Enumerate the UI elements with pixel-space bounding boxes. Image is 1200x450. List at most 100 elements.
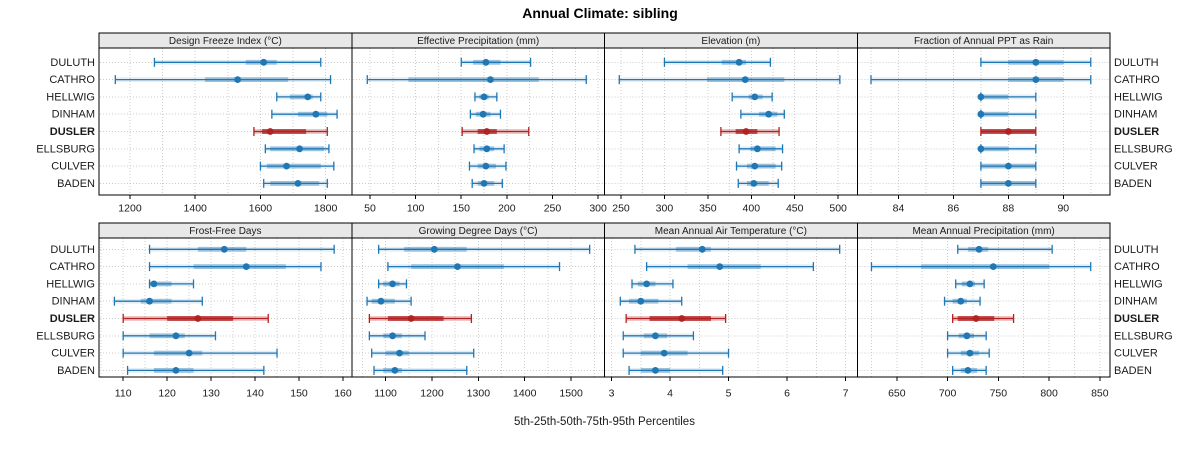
panel-title: Frost-Free Days [189,226,261,237]
percentile-bar-hellwig [955,279,985,289]
panel-border [98,47,353,196]
percentile-bar-ellsburg [946,331,987,341]
percentile-bar-duluth [980,57,1092,67]
station-label-right: DULUTH [1114,244,1159,256]
percentile-bar-baden [737,178,779,188]
axis-tick-label: 700 [939,388,957,400]
median-dot [753,145,761,153]
median-dot [283,162,290,170]
percentile-bar-cathro [618,75,841,85]
median-dot [735,58,743,66]
median-dot [975,245,983,253]
percentile-bar-cathro [114,75,332,85]
median-dot [194,315,202,322]
percentile-bar-cathro [148,262,322,272]
station-label-right: HELLWIG [1114,91,1163,103]
percentile-bar-duluth [957,244,1053,254]
percentile-bar-baden [980,178,1037,188]
axis-tick-label: 110 [115,388,132,400]
median-dot [482,162,490,170]
median-dot [652,332,659,340]
band-25-75 [408,77,539,82]
panel-border [98,237,353,378]
gridlines [352,238,604,377]
percentile-bar-culver [468,161,507,171]
median-dot [1032,58,1040,66]
percentile-bar-hellwig [148,279,195,289]
percentile-bar-culver [259,161,335,171]
band-25-75 [921,264,1050,269]
percentile-bar-duluth [634,244,841,254]
station-labels-bottom: DULUTH DULUTH CATHRO CATHRO HELLWIG HELLWIG DI… [36,244,1172,377]
percentile-bar-baden [126,365,265,375]
median-dot [479,110,487,118]
axis-tick-label: 850 [1091,388,1109,400]
percentile-bar-cathro [366,75,587,85]
panel-title: Growing Degree Days (°C) [419,226,538,237]
band-25-75 [687,264,761,269]
station-label-left: CULVER [51,348,95,360]
median-dot [716,263,724,270]
gridlines [352,48,604,195]
panel-title: Fraction of Annual PPT as Rain [914,36,1053,47]
median-dot [146,297,153,305]
percentile-bar-dusler [368,314,473,323]
station-label-left: HELLWIG [46,278,95,290]
panel-elevation-m: Elevation (m) 250 300 350 400 450 500 [604,32,858,215]
axis-tick-label: 130 [202,388,220,400]
station-label-left: ELLSBURG [36,330,95,342]
axis-tick-label: 1300 [467,388,491,400]
chart-title: Annual Climate: sibling [522,5,678,21]
median-dot [242,263,250,270]
median-dot [220,245,228,253]
median-dot [487,76,494,83]
axis-tick-label: 120 [158,388,176,400]
gridlines [858,238,1109,377]
station-label-right: BADEN [1114,178,1152,190]
percentile-bar-culver [371,348,475,358]
percentile-bar-dusler [625,314,727,323]
percentile-bar-baden [471,178,503,188]
band-25-75 [153,350,203,356]
station-label-left: DUSLER [50,126,95,138]
axis-tick-label: 1800 [314,203,338,215]
percentile-bar-dusler [253,127,328,136]
axis-tick-label: 100 [407,203,425,215]
median-dot [977,93,985,101]
percentile-bar-duluth [460,57,532,67]
axis-tick-label: 4 [667,388,673,400]
axis-tick-label: 1500 [559,388,583,400]
station-label-left: CULVER [51,161,95,173]
gridlines [858,48,1109,195]
median-dot [643,280,651,288]
band-25-75 [149,333,185,339]
median-dot [977,145,985,153]
percentile-bar-duluth [663,57,772,67]
panel-header [856,222,1111,239]
axis-tick-label: 1200 [420,388,444,400]
axis-tick-label: 400 [743,203,761,215]
median-dot [312,110,320,118]
panel-border [604,237,858,378]
band-25-75 [289,94,313,100]
station-label-left: DINHAM [52,296,95,308]
band-25-75 [262,129,307,134]
percentile-bar-dusler [720,127,780,136]
axis-tick-label: 1600 [249,203,273,215]
median-dot [957,297,965,305]
median-dot [234,76,242,83]
station-label-right: DINHAM [1114,109,1157,121]
band-25-75 [980,146,1009,152]
axis-tick-label: 150 [452,203,470,215]
percentile-bar-hellwig [731,92,773,102]
percentile-bar-culver [946,348,990,358]
median-dot [742,128,750,135]
station-label-right: CULVER [1114,348,1158,360]
axis-tick-label: 300 [589,203,607,215]
percentile-bar-dinham [113,296,203,306]
median-dot [483,145,491,153]
median-dot [765,110,773,118]
percentile-bar-dinham [366,296,412,306]
station-label-left: CATHRO [49,261,95,273]
median-dot [454,263,461,270]
